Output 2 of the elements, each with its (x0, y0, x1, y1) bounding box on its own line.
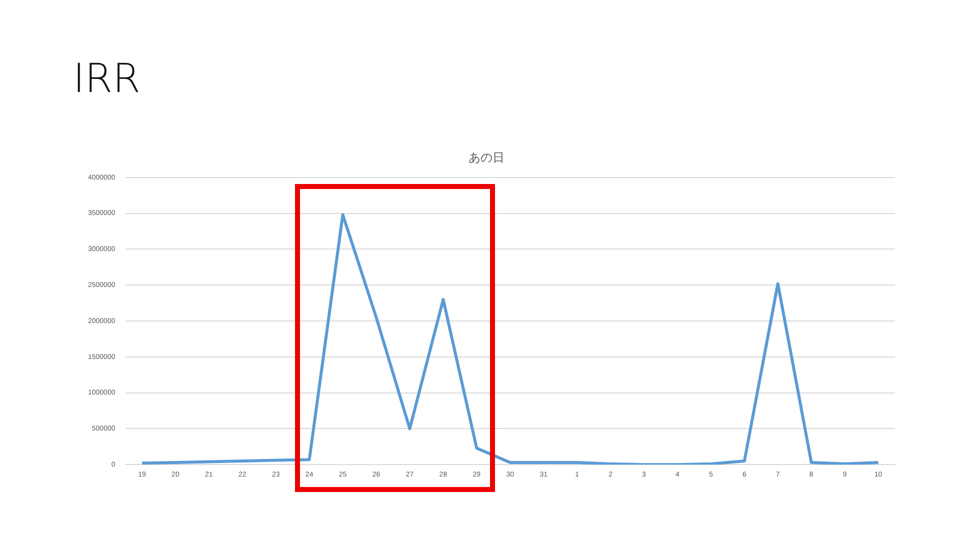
chart-title: IRR (73, 56, 140, 102)
chart-subtitle: あの日 (468, 150, 504, 164)
